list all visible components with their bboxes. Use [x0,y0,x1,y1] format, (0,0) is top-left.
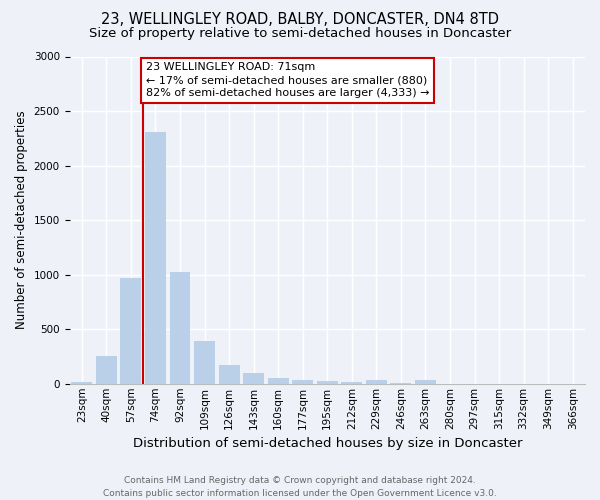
Bar [317,381,338,384]
Text: Size of property relative to semi-detached houses in Doncaster: Size of property relative to semi-detach… [89,28,511,40]
X-axis label: Distribution of semi-detached houses by size in Doncaster: Distribution of semi-detached houses by … [133,437,522,450]
Text: 23 WELLINGLEY ROAD: 71sqm
← 17% of semi-detached houses are smaller (880)
82% of: 23 WELLINGLEY ROAD: 71sqm ← 17% of semi-… [146,62,429,98]
Bar [243,373,264,384]
Bar [268,378,289,384]
Bar [121,278,142,384]
Bar [218,364,239,384]
Text: Contains HM Land Registry data © Crown copyright and database right 2024.
Contai: Contains HM Land Registry data © Crown c… [103,476,497,498]
Bar [391,383,412,384]
Bar [366,380,387,384]
Bar [415,380,436,384]
Bar [194,341,215,384]
Bar [96,356,117,384]
Y-axis label: Number of semi-detached properties: Number of semi-detached properties [15,111,28,330]
Bar [71,382,92,384]
Bar [145,132,166,384]
Text: 23, WELLINGLEY ROAD, BALBY, DONCASTER, DN4 8TD: 23, WELLINGLEY ROAD, BALBY, DONCASTER, D… [101,12,499,28]
Bar [170,272,190,384]
Bar [341,382,362,384]
Bar [292,380,313,384]
